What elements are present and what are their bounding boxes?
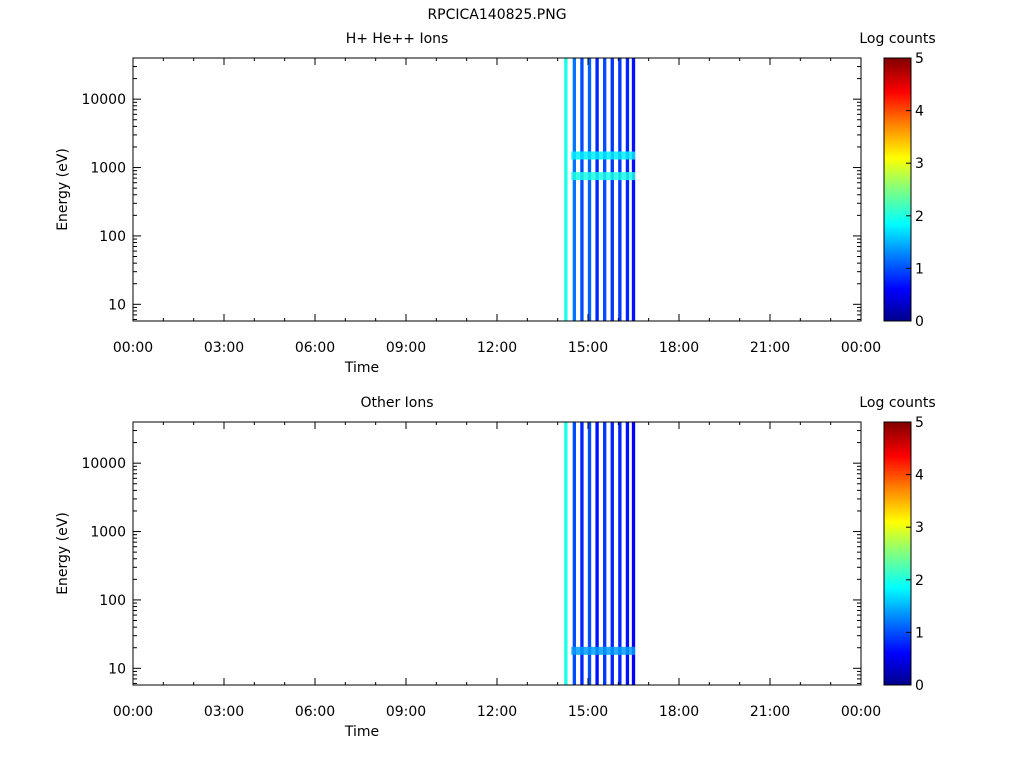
data-stripe (564, 58, 568, 321)
x-axis-label: Time (344, 360, 379, 376)
data-stripe (618, 422, 622, 685)
colorbar-tick-label: 1 (915, 261, 924, 277)
data-stripe (625, 422, 630, 685)
data-stripe (618, 58, 622, 321)
data-stripe (580, 58, 584, 321)
colorbar-tick-label: 4 (915, 468, 924, 484)
x-tick-label: 09:00 (386, 340, 426, 356)
y-axis-label: Energy (eV) (55, 148, 71, 231)
data-stripe (595, 422, 599, 685)
colorbar-label: Log counts (859, 31, 935, 47)
colorbar: 0 1 2 3 4 5 Log counts (859, 31, 935, 330)
panel-title: Other Ions (360, 395, 433, 411)
colorbar-tick-label: 4 (915, 104, 924, 120)
data-stripe (587, 422, 592, 685)
x-tick-label: 18:00 (659, 340, 699, 356)
panel-1: 00:00 03:00 06:00 09:00 12:00 15:00 18:00 21:00… (55, 31, 936, 376)
data-stripe (587, 58, 592, 321)
panel-title: H+ He++ Ions (346, 31, 449, 47)
colorbar: 0 1 2 3 4 5 Log counts (859, 395, 935, 694)
x-tick-label: 06:00 (295, 704, 335, 720)
colorbar-tick-label: 3 (915, 156, 924, 172)
y-tick-label: 10000 (81, 92, 126, 108)
x-tick-label: 21:00 (750, 704, 790, 720)
colorbar-tick-label: 5 (915, 51, 924, 67)
energy-band (571, 151, 636, 160)
data-stripe (603, 58, 607, 321)
data-stripe (595, 58, 599, 321)
data-stripe (631, 422, 636, 685)
colorbar-tick-label: 2 (915, 209, 924, 225)
colorbar-tick-label: 3 (915, 520, 924, 536)
x-tick-label: 09:00 (386, 704, 426, 720)
colorbar-tick-label: 0 (915, 678, 924, 694)
figure-title: RPCICA140825.PNG (427, 7, 566, 23)
data-stripe (580, 422, 584, 685)
x-tick-label: 15:00 (568, 704, 608, 720)
x-tick-label: 00:00 (113, 704, 153, 720)
colorbar-tick-label: 0 (915, 314, 924, 330)
y-tick-label: 10 (108, 661, 126, 677)
x-tick-label: 00:00 (113, 340, 153, 356)
data-stripe (564, 422, 568, 685)
y-axis-label: Energy (eV) (55, 512, 71, 595)
x-axis-label: Time (344, 724, 379, 740)
spectrogram-data (564, 422, 636, 685)
y-tick-label: 10 (108, 297, 126, 313)
data-stripe (610, 422, 614, 685)
x-tick-label: 03:00 (204, 340, 244, 356)
colorbar-label: Log counts (859, 395, 935, 411)
colorbar-gradient (883, 421, 912, 686)
y-tick-label: 100 (99, 229, 126, 245)
data-stripe (625, 58, 630, 321)
x-tick-label: 12:00 (477, 340, 517, 356)
data-stripe (572, 422, 577, 685)
energy-band (571, 172, 636, 181)
x-tick-label: 15:00 (568, 340, 608, 356)
data-stripe (603, 422, 607, 685)
data-stripe (610, 58, 614, 321)
colorbar-tick-label: 2 (915, 573, 924, 589)
x-tick-label: 00:00 (841, 340, 881, 356)
y-tick-label: 1000 (90, 525, 126, 541)
spectrogram-data (564, 58, 636, 321)
y-tick-label: 100 (99, 593, 126, 609)
energy-band (571, 646, 636, 655)
colorbar-tick-label: 1 (915, 625, 924, 641)
colorbar-gradient (883, 57, 912, 322)
panel-2: 00:00 03:00 06:00 09:00 12:00 15:00 18:00 21:00… (55, 395, 936, 740)
x-tick-label: 21:00 (750, 340, 790, 356)
x-tick-label: 06:00 (295, 340, 335, 356)
data-stripe (631, 58, 636, 321)
x-tick-label: 18:00 (659, 704, 699, 720)
x-tick-label: 12:00 (477, 704, 517, 720)
y-tick-label: 1000 (90, 161, 126, 177)
data-stripe (572, 58, 577, 321)
colorbar-tick-label: 5 (915, 415, 924, 431)
plot-frame (132, 57, 862, 322)
x-tick-label: 00:00 (841, 704, 881, 720)
y-tick-label: 10000 (81, 456, 126, 472)
plot-frame (132, 421, 862, 686)
x-tick-label: 03:00 (204, 704, 244, 720)
